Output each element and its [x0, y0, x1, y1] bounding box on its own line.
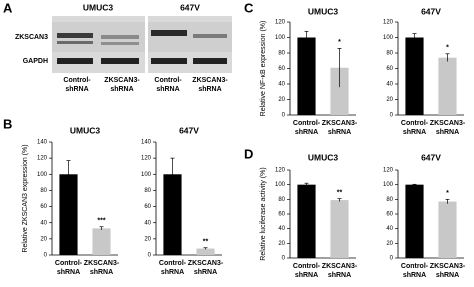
- blot-lane-label: Control-shRNA: [154, 77, 182, 93]
- y-tick-label: 0: [282, 256, 286, 262]
- y-axis-label: Relative luciferase activity (%): [260, 167, 267, 260]
- y-tick-label: 20: [40, 236, 47, 242]
- x-tick-label: ZKSCAN3-shRNA: [430, 263, 466, 279]
- chart-title: UMUC3: [308, 6, 338, 16]
- bar: [196, 248, 215, 255]
- x-tick-label: Control-shRNA: [159, 260, 187, 276]
- blot-image: [52, 16, 232, 73]
- y-tick-label: 100: [141, 172, 152, 178]
- panel-letter: C: [244, 0, 254, 15]
- y-tick-label: 140: [37, 140, 48, 146]
- y-tick-label: 0: [44, 253, 48, 259]
- y-tick-label: 120: [383, 168, 394, 174]
- y-tick-label: 20: [144, 236, 151, 242]
- y-tick-label: 40: [40, 220, 47, 226]
- y-tick-label: 100: [37, 172, 48, 178]
- bar: [297, 37, 316, 115]
- y-tick-label: 120: [37, 156, 48, 162]
- significance-label: *: [338, 39, 341, 46]
- y-tick-label: 80: [278, 51, 285, 57]
- bar: [438, 201, 457, 258]
- bar: [163, 174, 182, 255]
- blot-cell-line: 647V: [180, 2, 200, 12]
- panel-letter: A: [3, 0, 13, 15]
- x-tick-label: Control-shRNA: [55, 260, 83, 276]
- x-tick-label: Control-shRNA: [401, 263, 429, 279]
- y-tick-label: 120: [275, 168, 286, 174]
- x-tick-label: ZKSCAN3-shRNA: [322, 263, 358, 279]
- panel-letter: B: [3, 116, 12, 131]
- blot-cell-line: UMUC3: [83, 2, 113, 12]
- blot-row-label: ZKSCAN3: [15, 34, 48, 41]
- significance-label: ***: [97, 218, 105, 225]
- x-tick-label: Control-shRNA: [401, 120, 429, 136]
- chart-title: UMUC3: [70, 125, 100, 135]
- y-tick-label: 100: [275, 35, 286, 41]
- y-tick-label: 20: [386, 241, 393, 247]
- y-axis-label: Relative ZKSCAN3 expression (%): [22, 144, 29, 252]
- y-tick-label: 60: [386, 212, 393, 218]
- significance-label: **: [337, 189, 343, 196]
- blot-lane-label: Control-shRNA: [63, 77, 91, 93]
- bar: [59, 174, 78, 255]
- significance-label: *: [446, 45, 449, 52]
- bar: [297, 184, 316, 258]
- y-tick-label: 60: [144, 204, 151, 210]
- y-tick-label: 80: [144, 188, 151, 194]
- y-tick-label: 0: [390, 256, 394, 262]
- y-axis-label: Relative NF-κB expression (%): [260, 21, 267, 117]
- y-tick-label: 40: [278, 226, 285, 232]
- y-tick-label: 20: [278, 241, 285, 247]
- blot-lane-label: ZKSCAN3-shRNA: [192, 77, 228, 93]
- y-tick-label: 40: [386, 82, 393, 88]
- bar: [405, 37, 424, 115]
- chart-title: UMUC3: [308, 152, 338, 162]
- x-tick-label: ZKSCAN3-shRNA: [430, 120, 466, 136]
- y-tick-label: 0: [282, 113, 286, 119]
- x-tick-label: ZKSCAN3-shRNA: [188, 260, 224, 276]
- x-tick-label: Control-shRNA: [293, 120, 321, 136]
- chart-title: 647V: [179, 125, 199, 135]
- bar: [405, 184, 424, 258]
- y-tick-label: 0: [148, 253, 152, 259]
- y-tick-label: 80: [278, 197, 285, 203]
- bar: [92, 228, 111, 255]
- y-tick-label: 40: [386, 226, 393, 232]
- y-tick-label: 20: [278, 97, 285, 103]
- y-tick-label: 100: [275, 182, 286, 188]
- blot-row-label: GAPDH: [23, 58, 48, 65]
- y-tick-label: 20: [386, 97, 393, 103]
- significance-label: **: [203, 239, 209, 246]
- y-tick-label: 120: [275, 20, 286, 26]
- y-tick-label: 100: [383, 35, 394, 41]
- y-tick-label: 100: [383, 182, 394, 188]
- blot-lane-label: ZKSCAN3-shRNA: [104, 77, 140, 93]
- bar: [330, 67, 349, 115]
- x-tick-label: ZKSCAN3-shRNA: [322, 120, 358, 136]
- y-tick-label: 40: [278, 82, 285, 88]
- y-tick-label: 80: [386, 197, 393, 203]
- chart-title: 647V: [421, 152, 441, 162]
- y-tick-label: 60: [278, 212, 285, 218]
- y-tick-label: 60: [386, 66, 393, 72]
- bar: [438, 57, 457, 115]
- y-tick-label: 140: [141, 140, 152, 146]
- bar: [330, 200, 349, 258]
- y-tick-label: 120: [383, 20, 394, 26]
- x-tick-label: Control-shRNA: [293, 263, 321, 279]
- significance-label: *: [446, 190, 449, 197]
- y-tick-label: 40: [144, 220, 151, 226]
- y-tick-label: 0: [390, 113, 394, 119]
- y-tick-label: 120: [141, 156, 152, 162]
- chart-title: 647V: [421, 6, 441, 16]
- panel-letter: D: [244, 146, 253, 161]
- y-tick-label: 60: [278, 66, 285, 72]
- y-tick-label: 80: [40, 188, 47, 194]
- y-tick-label: 60: [40, 204, 47, 210]
- y-tick-label: 80: [386, 51, 393, 57]
- x-tick-label: ZKSCAN3-shRNA: [84, 260, 120, 276]
